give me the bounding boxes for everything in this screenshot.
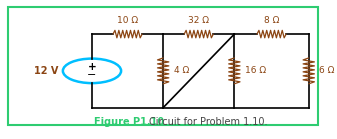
Text: 12 V: 12 V: [34, 66, 59, 76]
Text: −: −: [87, 70, 97, 80]
Text: 4 Ω: 4 Ω: [174, 66, 189, 75]
FancyBboxPatch shape: [8, 7, 318, 125]
Text: 16 Ω: 16 Ω: [245, 66, 266, 75]
Text: 6 Ω: 6 Ω: [319, 66, 335, 75]
Text: 8 Ω: 8 Ω: [264, 16, 279, 25]
Text: 10 Ω: 10 Ω: [117, 16, 138, 25]
Text: Circuit for Problem 1.10.: Circuit for Problem 1.10.: [149, 117, 267, 127]
Text: +: +: [88, 62, 96, 72]
Text: 32 Ω: 32 Ω: [188, 16, 209, 25]
Text: Figure P1.10: Figure P1.10: [94, 117, 164, 127]
